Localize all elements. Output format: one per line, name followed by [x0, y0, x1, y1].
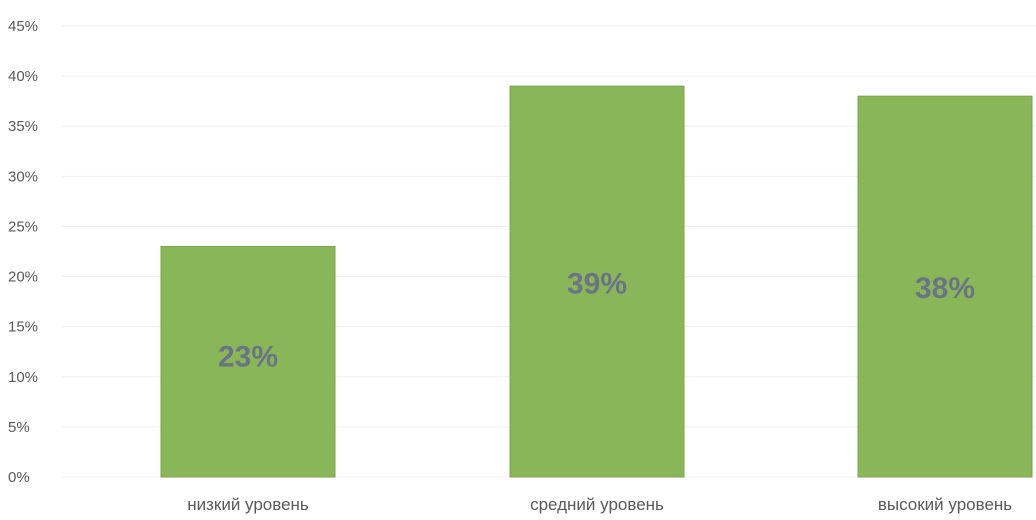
bar [857, 95, 1033, 478]
x-category-label: низкий уровень [187, 495, 309, 514]
y-axis-tick-labels: 0% 5% 10% 15% 20% 25% 30% 35% 40% 45% [8, 18, 38, 486]
bar [160, 245, 336, 478]
y-tick-label: 40% [8, 68, 38, 85]
y-tick-label: 10% [8, 369, 38, 386]
x-category-label: высокий уровень [878, 495, 1012, 514]
y-tick-label: 25% [8, 218, 38, 235]
y-tick-label: 20% [8, 269, 38, 286]
data-label: 23% [218, 340, 278, 373]
y-tick-label: 5% [8, 419, 30, 436]
bar [509, 85, 685, 478]
y-tick-label: 45% [8, 18, 38, 35]
data-label: 39% [567, 267, 627, 300]
y-tick-label: 0% [8, 469, 30, 486]
data-label: 38% [915, 272, 975, 305]
y-tick-label: 30% [8, 168, 38, 185]
x-axis-category-labels: низкий уровень средний уровень высокий уро… [187, 495, 1012, 514]
data-labels: 23% 39% 38% [218, 267, 975, 373]
y-tick-label: 15% [8, 319, 38, 336]
bars [160, 85, 1033, 478]
x-category-label: средний уровень [530, 495, 664, 514]
y-tick-label: 35% [8, 118, 38, 135]
